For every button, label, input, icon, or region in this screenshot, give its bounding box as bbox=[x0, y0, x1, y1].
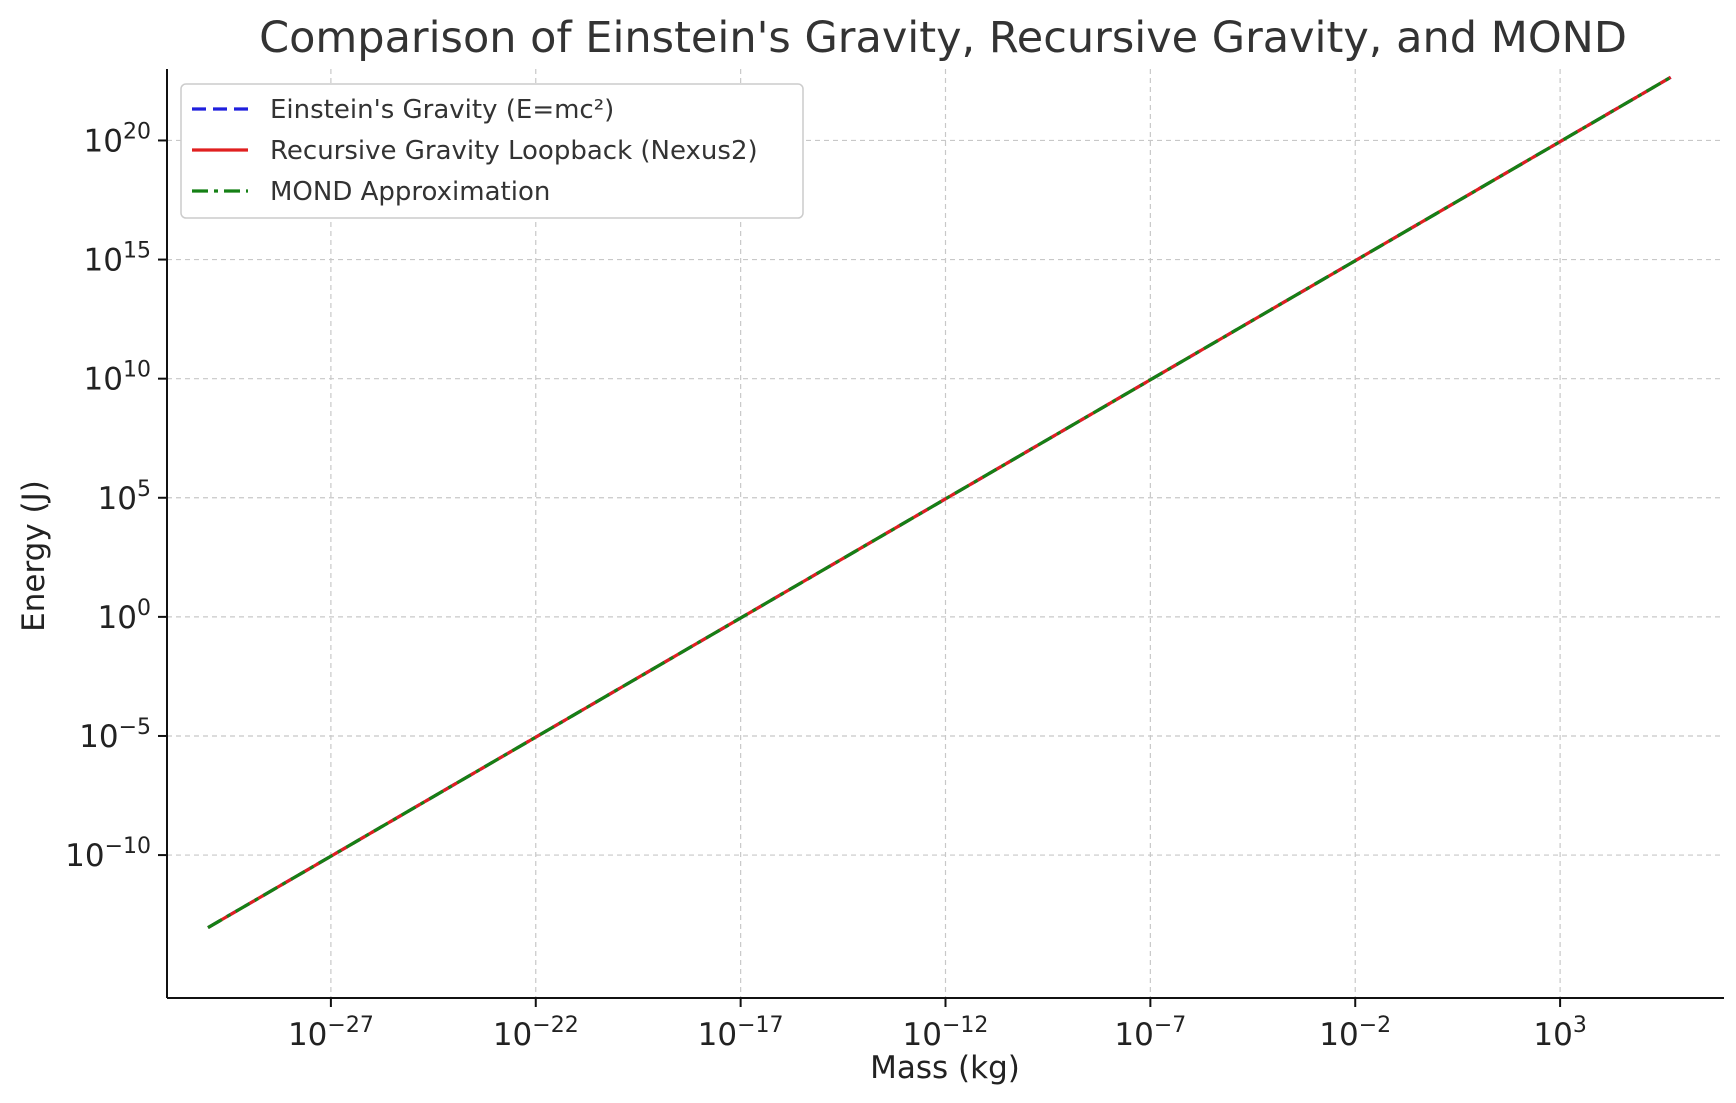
y-tick-base: 10 bbox=[84, 362, 123, 398]
x-tick-label: 10−17 bbox=[698, 1013, 784, 1053]
y-tick-base: 10 bbox=[98, 481, 137, 517]
chart-title: Comparison of Einstein's Gravity, Recurs… bbox=[259, 13, 1627, 63]
legend: Einstein's Gravity (E=mc²) Recursive Grav… bbox=[180, 83, 804, 219]
x-tick-exponent: −12 bbox=[942, 1013, 988, 1038]
x-tick-exponent: −7 bbox=[1154, 1013, 1186, 1038]
x-tick-base: 10 bbox=[1319, 1017, 1358, 1053]
y-tick-base: 10 bbox=[84, 123, 123, 159]
legend-box bbox=[180, 83, 804, 219]
y-tick-base: 10 bbox=[65, 838, 104, 874]
x-tick-exponent: −27 bbox=[327, 1013, 373, 1038]
x-tick-label: 10−2 bbox=[1319, 1013, 1391, 1053]
x-tick-label: 10−27 bbox=[288, 1013, 374, 1053]
x-tick-label: 10−22 bbox=[493, 1013, 579, 1053]
y-tick-label: 10−5 bbox=[79, 715, 151, 755]
y-tick-exponent: 0 bbox=[137, 596, 151, 621]
x-tick-label: 103 bbox=[1533, 1013, 1586, 1053]
y-axis-label: Energy (J) bbox=[16, 480, 52, 632]
series-line-3 bbox=[207, 75, 1672, 929]
y-tick-label: 1010 bbox=[84, 358, 151, 398]
legend-entry-label: Einstein's Gravity (E=mc²) bbox=[270, 95, 614, 125]
ticks: 10−27 10−22 10−17 10−12 10−7 10−2 103102010151… bbox=[65, 119, 1587, 1053]
y-tick-label: 105 bbox=[98, 477, 151, 517]
x-tick-base: 10 bbox=[288, 1017, 327, 1053]
x-tick-exponent: −22 bbox=[532, 1013, 578, 1038]
x-tick-exponent: 3 bbox=[1573, 1013, 1587, 1038]
y-tick-label: 100 bbox=[98, 596, 151, 636]
grid bbox=[167, 69, 1724, 998]
x-tick-label: 10−7 bbox=[1114, 1013, 1186, 1053]
y-tick-exponent: −10 bbox=[105, 834, 151, 859]
y-tick-exponent: 15 bbox=[123, 239, 151, 264]
plot-lines bbox=[207, 75, 1672, 929]
y-tick-exponent: −5 bbox=[119, 715, 151, 740]
y-tick-exponent: 5 bbox=[137, 477, 151, 502]
x-tick-base: 10 bbox=[903, 1017, 942, 1053]
x-tick-label: 10−12 bbox=[903, 1013, 989, 1053]
legend-entry-label: Recursive Gravity Loopback (Nexus2) bbox=[270, 136, 758, 166]
y-tick-base: 10 bbox=[79, 719, 118, 755]
x-tick-base: 10 bbox=[1114, 1017, 1153, 1053]
y-tick-base: 10 bbox=[84, 243, 123, 279]
y-tick-label: 1015 bbox=[84, 239, 151, 279]
x-axis-label: Mass (kg) bbox=[870, 1050, 1020, 1086]
x-tick-base: 10 bbox=[493, 1017, 532, 1053]
y-tick-base: 10 bbox=[98, 600, 137, 636]
legend-entry-label: MOND Approximation bbox=[270, 177, 550, 207]
x-tick-exponent: −17 bbox=[737, 1013, 783, 1038]
x-tick-exponent: −2 bbox=[1359, 1013, 1391, 1038]
y-tick-label: 10−10 bbox=[65, 834, 151, 874]
y-tick-exponent: 20 bbox=[123, 119, 151, 144]
x-tick-base: 10 bbox=[1533, 1017, 1572, 1053]
x-tick-base: 10 bbox=[698, 1017, 737, 1053]
y-tick-exponent: 10 bbox=[123, 358, 151, 383]
y-tick-label: 1020 bbox=[84, 119, 151, 159]
